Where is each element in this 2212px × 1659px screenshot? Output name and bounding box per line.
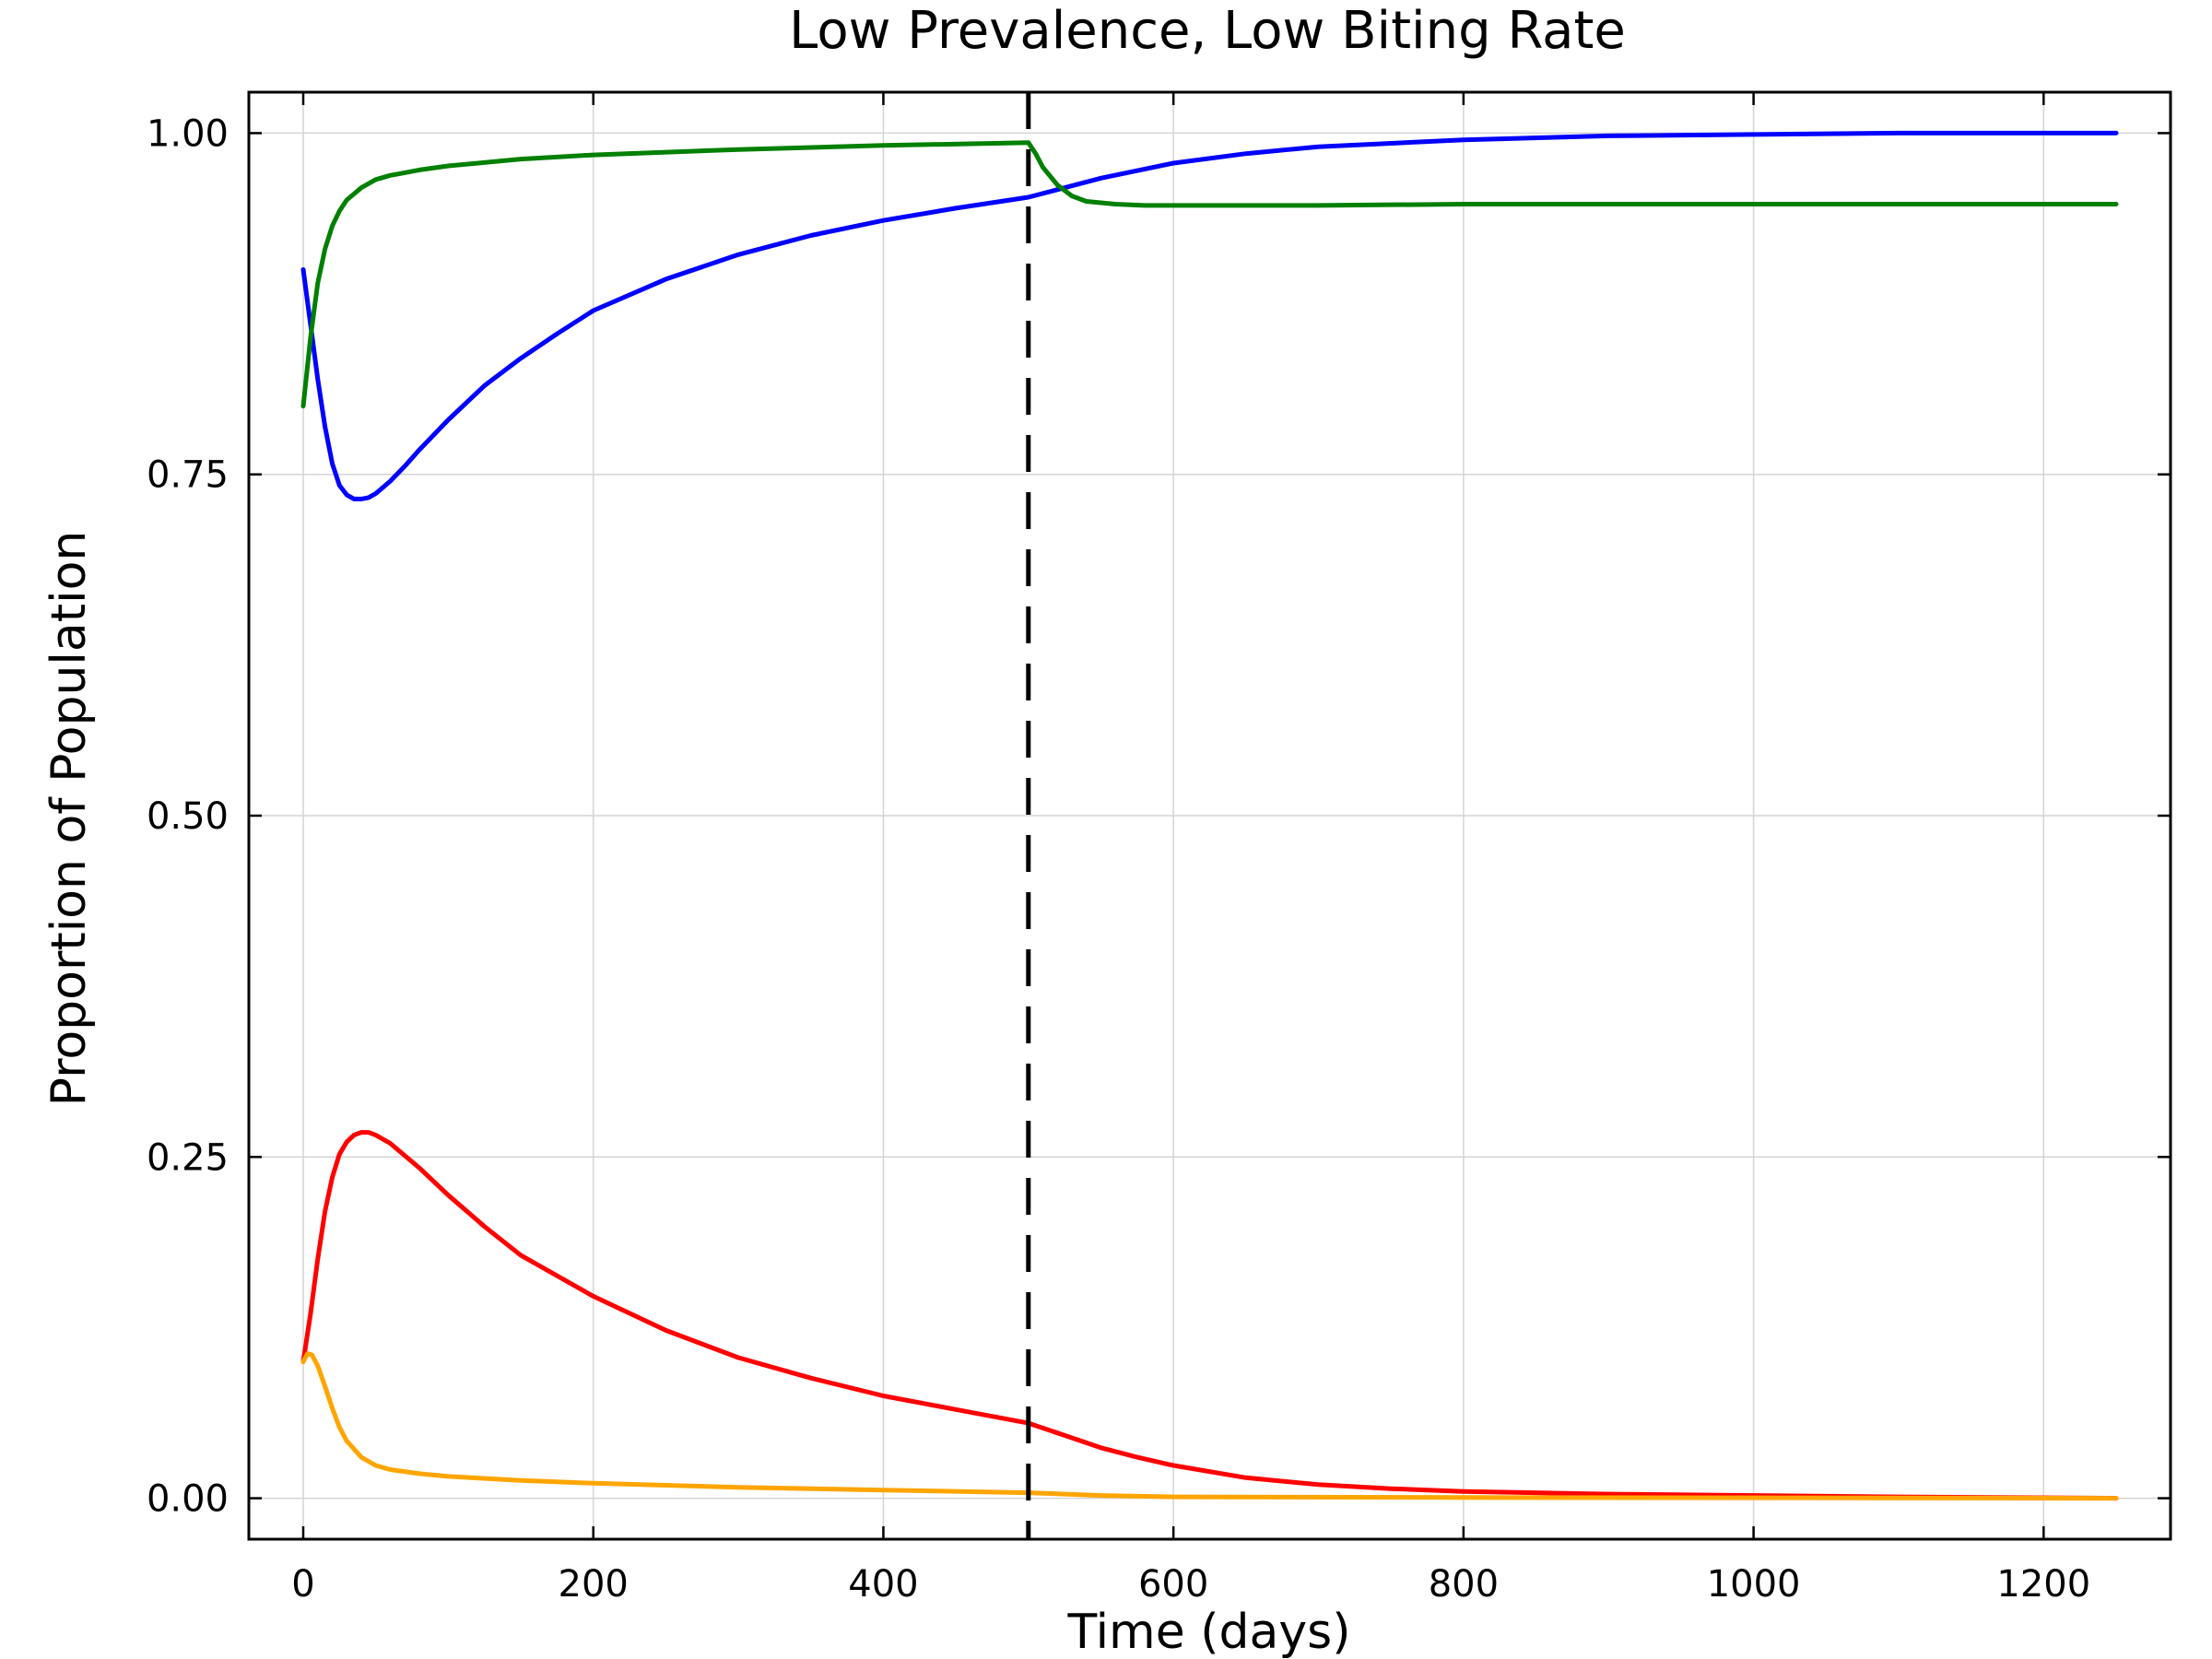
x-tick-label: 1000 xyxy=(1707,1563,1801,1606)
x-axis-tick-labels: 0 200 400 600 800 1000 1200 xyxy=(291,1563,2090,1606)
x-tick-label: 200 xyxy=(559,1563,629,1606)
y-tick-label: 0.00 xyxy=(147,1478,229,1521)
series-line-3 xyxy=(300,1130,2119,1501)
y-tick-label: 0.25 xyxy=(147,1136,229,1179)
series-line-1 xyxy=(300,130,2119,501)
chart-title: Low Prevalence, Low Biting Rate xyxy=(789,1,1626,61)
x-tick-label: 600 xyxy=(1138,1563,1208,1606)
series-line-4 xyxy=(300,1351,2119,1501)
x-tick-label: 800 xyxy=(1429,1563,1499,1606)
series-layer xyxy=(300,130,2119,1501)
y-tick-label: 1.00 xyxy=(147,112,229,155)
x-tick-label: 1200 xyxy=(1996,1563,2090,1606)
gridlines xyxy=(249,92,2171,1539)
y-axis-tick-labels: 0.00 0.25 0.50 0.75 1.00 xyxy=(147,112,229,1520)
y-axis-label: Proportion of Population xyxy=(41,531,97,1107)
series-line-2 xyxy=(300,140,2119,409)
x-tick-label: 400 xyxy=(848,1563,918,1606)
y-tick-label: 0.50 xyxy=(147,795,229,838)
x-tick-label: 0 xyxy=(291,1563,314,1606)
axis-ticks xyxy=(249,92,2171,1539)
y-tick-label: 0.75 xyxy=(147,454,229,497)
x-axis-label: Time (days) xyxy=(1066,1605,1350,1659)
